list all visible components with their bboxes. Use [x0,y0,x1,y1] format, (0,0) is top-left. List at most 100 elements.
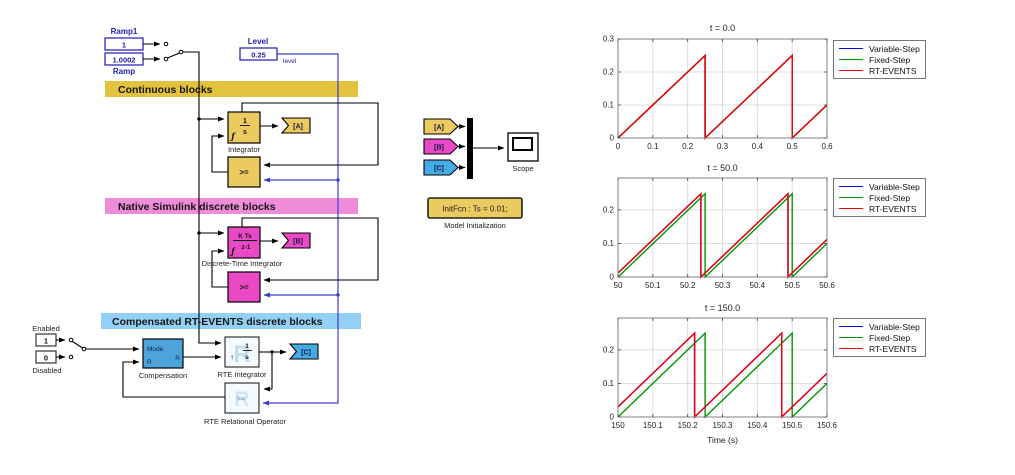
discrete-time-integrator-block[interactable] [227,226,261,259]
simulink-model-canvas: Continuous blocks Native Simulink discre… [32,27,539,426]
plot-axes-t150: t = 150.0 Time (s) 150 150.1 150.2 150.3 150… [603,303,838,445]
manual-switch-source[interactable] [163,41,184,62]
relational-operator-continuous[interactable] [227,156,261,188]
plot-title: t = 0.0 [710,23,735,33]
banner-native-discrete[interactable] [105,198,358,214]
series-RT-EVENTS [617,331,828,419]
from-tag-a-label: [A] [434,125,444,132]
y-tick-label: 0.1 [603,379,615,388]
x-tick-label: 150.3 [712,421,733,430]
legend-item: Fixed-Step [839,54,920,65]
scope-block[interactable] [507,132,539,162]
scope-plot-t50: t = 50.0 50 50.1 50.2 50.3 50.4 50.5 50.6 0 0.1 0… [590,160,1015,300]
legend-label: Variable-Step [869,181,920,192]
rte-integrator-block[interactable] [224,336,260,368]
x-tick-label: 50.1 [645,281,661,290]
legend: Variable-Step Fixed-Step RT-EVENTS [833,40,926,79]
wire-reset [211,133,228,173]
banner-continuous[interactable] [105,81,358,97]
level-wire-label: level [283,58,297,65]
goto-tag-c-label: [C] [301,350,311,357]
x-tick-label: 50.4 [750,281,766,290]
banner-compensated-label: Compensated RT-EVENTS discrete blocks [112,316,323,328]
ramp-value: 1.0002 [113,56,136,65]
from-tag-c[interactable] [423,159,459,176]
from-tag-b[interactable] [423,138,459,155]
plot-title: t = 150.0 [705,303,740,313]
legend-label: Fixed-Step [869,192,911,203]
legend-label: Fixed-Step [869,332,911,343]
goto-tag-c[interactable] [288,343,319,360]
x-tick-label: 0.6 [821,142,833,151]
legend-line-sample [839,326,863,327]
legend-item: Fixed-Step [839,332,920,343]
compensation-port-r-out: R [175,355,180,362]
from-tag-a[interactable] [423,118,459,135]
rte-integrator-label: RTE Integrator [217,370,267,379]
y-tick-label: 0 [610,273,615,282]
ramp1-value: 1 [122,41,126,50]
goto-tag-a-label: [A] [293,124,303,131]
x-tick-label: 150.2 [678,421,699,430]
from-tag-b-label: [B] [434,145,444,152]
rte-integrator-reset-arrow-icon: ↑ [230,353,234,362]
initfcn-block[interactable] [427,197,523,219]
legend-item: RT-EVENTS [839,65,920,76]
mux-block[interactable] [467,118,473,179]
compensation-port-mode: Mode [147,346,164,353]
goto-tag-b-label: [B] [293,239,303,246]
legend-label: Fixed-Step [869,54,911,65]
x-axis-label: Time (s) [707,435,738,445]
legend-line-sample [839,348,863,349]
initfcn-label: Model Initialization [444,221,506,230]
series-RT-EVENTS [617,192,828,279]
legend-label: RT-EVENTS [869,65,917,76]
enabled-value: 1 [44,337,48,346]
plot-axes-t50: t = 50.0 50 50.1 50.2 50.3 50.4 50.5 50.6 0 0.1 0… [603,163,835,290]
x-tick-label: 150.5 [782,421,803,430]
rte-relational-operator-block[interactable] [224,382,260,414]
dti-label: Discrete-Time Integrator [202,259,283,268]
relational-operator-continuous-op: >= [239,168,249,177]
manual-switch-enable[interactable] [68,337,87,360]
disabled-label: Disabled [32,366,61,375]
legend-item: Variable-Step [839,181,920,192]
x-tick-label: 50.2 [680,281,696,290]
integrator-block[interactable] [227,111,261,144]
wire-feedback [122,359,225,398]
legend-line-sample [839,186,863,187]
enabled-label: Enabled [32,324,60,333]
banner-native-discrete-label: Native Simulink discrete blocks [118,201,276,213]
relational-operator-discrete[interactable] [227,271,261,303]
goto-tag-a[interactable] [280,117,311,134]
x-tick-label: 0.4 [752,142,764,151]
wire-state-port [241,102,379,168]
legend-line-sample [839,59,863,60]
integrator-num: 1 [243,118,247,125]
legend-item: Variable-Step [839,43,920,54]
compensation-block[interactable] [142,338,184,369]
series-Fixed-Step [617,331,828,419]
legend-line-sample [839,337,863,338]
scope-plot-t150: t = 150.0 Time (s) 150 150.1 150.2 150.3 150… [590,300,1015,470]
x-tick-label: 50 [614,281,623,290]
banner-compensated[interactable] [101,313,361,329]
initfcn-text: InitFcn : Ts = 0.01; [442,205,507,214]
rte-integrator-den: s [245,354,249,361]
level-name-label: Level [248,37,268,46]
level-value: 0.25 [251,51,266,60]
dti-num: K Ts [238,233,252,240]
legend-label: RT-EVENTS [869,343,917,354]
goto-tag-b[interactable] [280,232,311,249]
scope-label: Scope [512,164,533,173]
x-tick-label: 0.1 [647,142,659,151]
legend-label: Variable-Step [869,43,920,54]
wire-reset [211,248,228,288]
legend-item: Fixed-Step [839,192,920,203]
y-tick-label: 0.2 [603,345,615,354]
rte-relop-label: RTE Relational Operator [204,417,286,426]
legend-line-sample [839,197,863,198]
dti-reset-icon: ƒ [229,246,236,256]
rte-relop-watermark: R [234,388,249,411]
x-tick-label: 0.2 [682,142,694,151]
